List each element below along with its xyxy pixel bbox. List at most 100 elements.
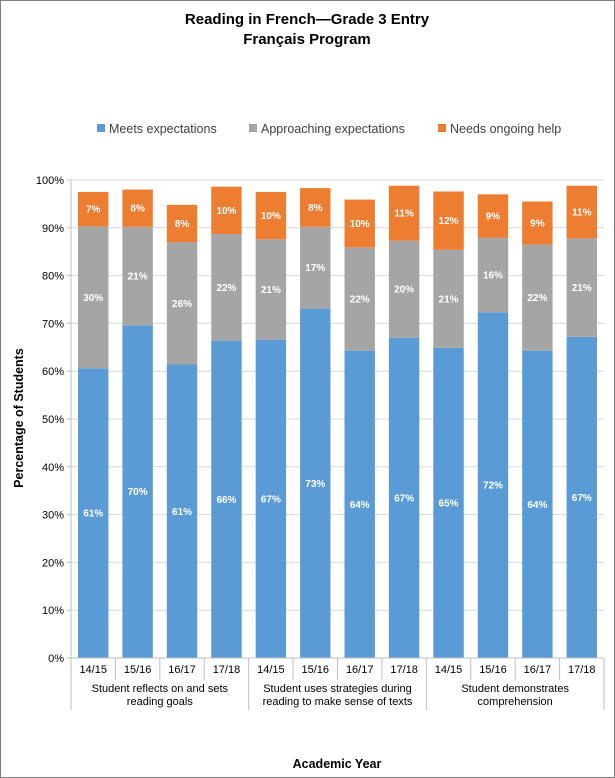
bar-segment-needs: [77, 191, 109, 227]
data-label-needs: 7%: [86, 205, 101, 216]
bar-segment-needs: [344, 199, 375, 248]
chart-title-line-2: Français Program: [243, 31, 371, 48]
y-tick-label: 80%: [42, 271, 64, 283]
legend-label-meets: Meets expectations: [109, 122, 217, 136]
bar-segment-meets: [477, 312, 509, 658]
x-tick-label: 15/16: [479, 664, 507, 676]
x-tick-label: 16/17: [346, 664, 374, 676]
bar-segment-needs: [388, 185, 420, 241]
data-label-needs: 12%: [439, 216, 459, 227]
bar-segment-approaching: [522, 244, 553, 351]
bar-segment-needs: [300, 188, 331, 227]
x-tick-label: 17/18: [213, 664, 241, 676]
y-tick-label: 60%: [42, 366, 64, 378]
data-label-meets: 61%: [83, 509, 103, 520]
group-label-line: reading to make sense of texts: [263, 696, 413, 708]
data-label-approaching: 21%: [572, 283, 592, 294]
data-label-meets: 64%: [527, 500, 547, 511]
bar-segment-approaching: [388, 240, 420, 338]
bar-segment-meets: [344, 350, 375, 658]
y-tick-label: 0%: [48, 653, 64, 665]
bar-segment-meets: [77, 368, 109, 658]
x-tick-label: 16/17: [524, 664, 552, 676]
group-label-line: Student reflects on and sets: [92, 683, 229, 695]
bar-segment-approaching: [344, 247, 375, 351]
bar-segment-meets: [433, 347, 464, 658]
y-tick-label: 100%: [36, 175, 64, 187]
data-label-meets: 64%: [350, 500, 370, 511]
x-tick-label: 17/18: [568, 664, 596, 676]
y-tick-label: 70%: [42, 318, 64, 330]
data-label-meets: 73%: [305, 479, 325, 490]
legend-swatch-meets: [97, 124, 105, 132]
x-tick-label: 16/17: [168, 664, 196, 676]
data-label-approaching: 20%: [394, 285, 414, 296]
data-label-approaching: 21%: [261, 285, 281, 296]
bar-segment-meets: [566, 336, 598, 658]
data-label-needs: 8%: [175, 219, 190, 230]
data-label-needs: 8%: [130, 204, 145, 215]
y-tick-label: 10%: [42, 605, 64, 617]
data-label-meets: 72%: [483, 481, 503, 492]
bar-segment-needs: [211, 186, 242, 235]
data-label-needs: 11%: [394, 209, 414, 220]
data-label-needs: 11%: [572, 208, 592, 219]
bar-segment-approaching: [211, 234, 242, 341]
bar-segment-meets: [166, 364, 198, 658]
data-label-needs: 9%: [486, 212, 501, 223]
bar-segment-meets: [211, 340, 242, 658]
data-label-meets: 70%: [128, 487, 148, 498]
y-tick-label: 40%: [42, 462, 64, 474]
bar-segment-approaching: [433, 249, 464, 348]
legend-swatch-needs: [438, 124, 446, 132]
x-tick-label: 15/16: [124, 664, 152, 676]
x-tick-label: 14/15: [435, 664, 463, 676]
bar-segment-approaching: [255, 239, 287, 340]
data-label-meets: 67%: [572, 493, 592, 504]
data-label-approaching: 22%: [350, 295, 370, 306]
y-tick-label: 20%: [42, 557, 64, 569]
data-label-approaching: 22%: [216, 283, 236, 294]
data-label-meets: 65%: [439, 498, 459, 509]
bar-segment-needs: [477, 194, 509, 238]
data-label-approaching: 22%: [527, 293, 547, 304]
bar-segment-approaching: [122, 226, 153, 326]
bar-segment-meets: [300, 308, 331, 658]
group-label-line: Student demonstrates: [461, 683, 569, 695]
data-label-meets: 67%: [394, 493, 414, 504]
bar-segment-needs: [166, 204, 198, 243]
data-label-meets: 66%: [216, 495, 236, 506]
x-tick-label: 14/15: [79, 664, 107, 676]
x-axis-title: Academic Year: [293, 757, 382, 771]
group-label-line: comprehension: [478, 696, 553, 708]
bar-segment-approaching: [477, 237, 509, 313]
bar-segment-needs: [122, 189, 153, 227]
bar-segment-approaching: [166, 242, 198, 365]
data-label-approaching: 17%: [305, 263, 325, 274]
group-label-line: reading goals: [127, 696, 194, 708]
bar-segment-meets: [122, 325, 153, 658]
x-tick-label: 15/16: [302, 664, 330, 676]
bar-segment-meets: [388, 337, 420, 658]
legend-swatch-approaching: [249, 124, 257, 132]
bar-segment-needs: [566, 185, 598, 239]
y-tick-label: 50%: [42, 414, 64, 426]
legend: Meets expectations Approaching expectati…: [97, 122, 561, 136]
legend-label-approaching: Approaching expectations: [261, 122, 405, 136]
data-label-approaching: 21%: [128, 272, 148, 283]
data-label-needs: 8%: [308, 203, 323, 214]
x-tick-label: 14/15: [257, 664, 285, 676]
bar-segment-approaching: [300, 226, 331, 309]
data-label-needs: 10%: [216, 206, 236, 217]
x-tick-label: 17/18: [390, 664, 418, 676]
data-label-approaching: 21%: [439, 294, 459, 305]
chart-title-line-1: Reading in French—Grade 3 Entry: [185, 11, 430, 28]
data-label-approaching: 26%: [172, 299, 192, 310]
bar-segment-needs: [255, 191, 287, 240]
legend-label-needs: Needs ongoing help: [450, 122, 561, 136]
data-label-meets: 61%: [172, 507, 192, 518]
data-label-meets: 67%: [261, 494, 281, 505]
data-label-approaching: 16%: [483, 271, 503, 282]
